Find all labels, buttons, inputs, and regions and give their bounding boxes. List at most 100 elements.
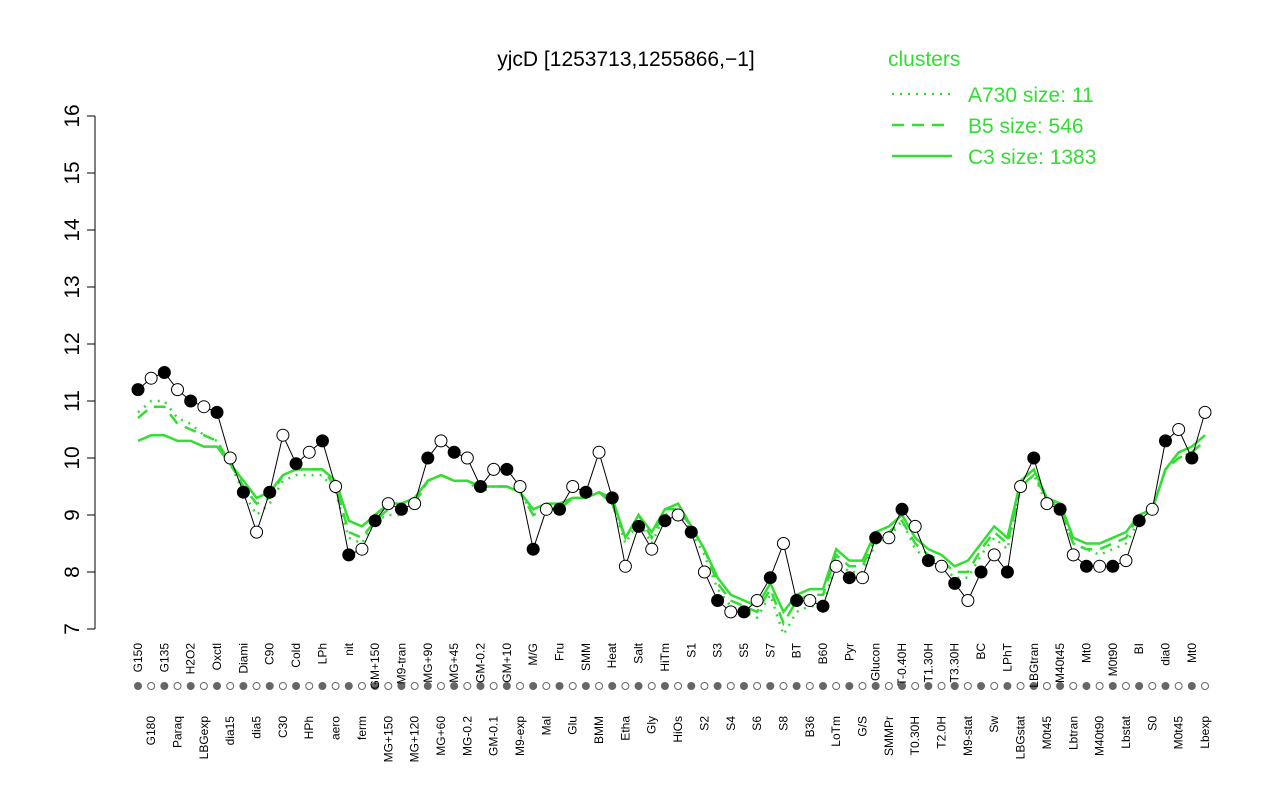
x-tick-label: M0t45 (1040, 716, 1054, 750)
rug-point (858, 682, 867, 690)
x-tick-label: M40t90 (1093, 716, 1107, 756)
rug-point (1201, 682, 1209, 690)
point (618, 559, 632, 573)
x-tick-label: MG+45 (447, 643, 461, 683)
rug-point (318, 682, 327, 690)
point (684, 525, 698, 539)
rug-point (213, 682, 222, 690)
point (144, 371, 158, 385)
rug-point (713, 682, 722, 690)
x-tick-label: HPh (302, 716, 316, 739)
x-tick-label: M0t45 (1172, 716, 1186, 750)
rug-point (516, 682, 525, 690)
point (632, 519, 646, 533)
x-tick-label: T0.30H (908, 716, 922, 755)
x-tick-label: M9-exp (513, 716, 527, 756)
x-tick-label: Heat (605, 642, 619, 668)
x-tick-label: MG+90 (421, 643, 435, 683)
rug-point (542, 682, 551, 690)
rug-point (990, 682, 999, 690)
point (935, 559, 949, 573)
y-tick-label: 14 (61, 218, 84, 242)
point (408, 497, 422, 511)
x-tick-label: dia5 (250, 716, 264, 739)
point (948, 576, 962, 590)
rug-point (963, 682, 972, 690)
point (276, 428, 290, 442)
x-tick-label: S3 (711, 643, 725, 658)
point (1158, 434, 1172, 448)
rug-point (832, 682, 841, 690)
y-tick-label: 9 (61, 509, 84, 521)
x-tick-label: Lbexp (1198, 716, 1212, 749)
point (460, 451, 474, 465)
x-tick-label: MG+60 (434, 716, 448, 756)
rug-point (1161, 682, 1170, 690)
rug-point (753, 682, 762, 690)
rug-point (436, 682, 445, 690)
x-tick-label: S7 (763, 643, 777, 658)
x-tick-label: B60 (816, 643, 830, 665)
x-tick-label: LBGtran (1027, 643, 1041, 688)
rug-point (371, 682, 380, 690)
x-tick-label: T-0.40H (895, 643, 909, 686)
legend-label: C3 size: 1383 (968, 146, 1096, 169)
x-tick-label: B36 (803, 716, 817, 738)
x-tick-label: H2O2 (184, 643, 198, 675)
point (829, 559, 843, 573)
x-tick-label: HiOs (671, 716, 685, 743)
rug-point (555, 682, 564, 690)
x-tick-label: Cold (289, 643, 303, 668)
point (394, 502, 408, 516)
point (737, 605, 751, 619)
x-tick-label: LBGexp (197, 716, 211, 760)
point (1172, 423, 1186, 436)
point (921, 554, 935, 568)
point (592, 445, 606, 459)
rug-point (1095, 682, 1104, 690)
rug-point (134, 682, 142, 690)
point (869, 531, 883, 545)
rug-point (1148, 682, 1157, 690)
x-tick-label: G135 (157, 643, 171, 673)
point (605, 491, 619, 505)
point (776, 537, 790, 550)
rug-point (608, 682, 617, 690)
point (342, 548, 356, 562)
x-tick-label: S0 (1145, 716, 1159, 731)
rug-point (1187, 682, 1196, 690)
x-tick-label: Diami (236, 643, 250, 674)
x-tick-label: Etha (618, 716, 632, 741)
point (526, 542, 540, 556)
point (355, 542, 369, 556)
x-tick-label: Sw (987, 716, 1001, 733)
point (368, 514, 382, 528)
x-tick-label: M40t45 (1053, 643, 1067, 683)
point (1132, 514, 1146, 528)
point (171, 383, 185, 397)
point (1079, 559, 1093, 573)
point (750, 594, 764, 607)
point (671, 508, 685, 522)
point (539, 502, 553, 516)
x-tick-label: S2 (697, 716, 711, 731)
rug-point (884, 682, 893, 690)
point (790, 594, 804, 607)
points-line (137, 371, 1206, 613)
point (763, 571, 777, 585)
point (974, 565, 988, 579)
rug-point (489, 682, 498, 690)
x-tick-label: M9-tran (394, 643, 408, 684)
rug-point (779, 682, 788, 690)
x-tick-label: Lbtran (1066, 716, 1080, 750)
y-tick-label: 10 (61, 446, 84, 469)
point (302, 445, 316, 459)
rug-point (331, 682, 340, 690)
rug-point (278, 682, 287, 690)
point (856, 571, 870, 585)
point (816, 599, 830, 613)
y-tick-label: 11 (61, 390, 84, 412)
rug-point (660, 682, 669, 690)
rug-point (581, 682, 590, 690)
rug-point (186, 682, 195, 690)
